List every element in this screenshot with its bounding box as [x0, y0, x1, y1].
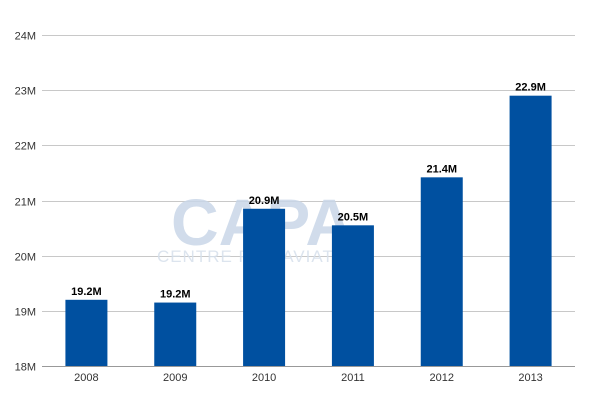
y-tick-label: 22M: [15, 141, 36, 153]
y-tick-label: 24M: [15, 31, 36, 43]
data-labels: 19.2M 19.2M 20.9M 20.5M 21.4M 22.9M: [71, 82, 546, 301]
gridlines: [42, 35, 575, 367]
data-label: 22.9M: [515, 82, 546, 94]
x-tick-label: 2011: [341, 372, 365, 384]
bar: [509, 95, 552, 366]
bars: [65, 95, 552, 366]
bar: [331, 225, 374, 366]
x-tick-label: 2009: [163, 372, 187, 384]
y-tick-label: 18M: [15, 362, 36, 374]
data-label: 19.2M: [71, 286, 102, 298]
data-label: 21.4M: [426, 163, 457, 175]
y-tick-label: 19M: [15, 307, 36, 319]
y-tick-label: 23M: [15, 86, 36, 98]
x-tick-label: 2013: [518, 372, 542, 384]
bar: [420, 177, 463, 366]
x-axis-labels: 2008 2009 2010 2011 2012 2013: [74, 372, 543, 384]
y-tick-label: 20M: [15, 252, 36, 264]
x-tick-label: 2008: [74, 372, 98, 384]
y-axis-labels: 18M 19M 20M 21M 22M 23M 24M: [15, 31, 36, 374]
bar: [154, 302, 197, 366]
x-tick-label: 2012: [430, 372, 454, 384]
data-label: 19.2M: [160, 289, 191, 301]
data-label: 20.9M: [249, 195, 280, 207]
bar: [243, 208, 286, 366]
y-tick-label: 21M: [15, 197, 36, 209]
x-tick-label: 2010: [252, 372, 276, 384]
bar: [65, 299, 108, 366]
data-label: 20.5M: [338, 211, 369, 223]
